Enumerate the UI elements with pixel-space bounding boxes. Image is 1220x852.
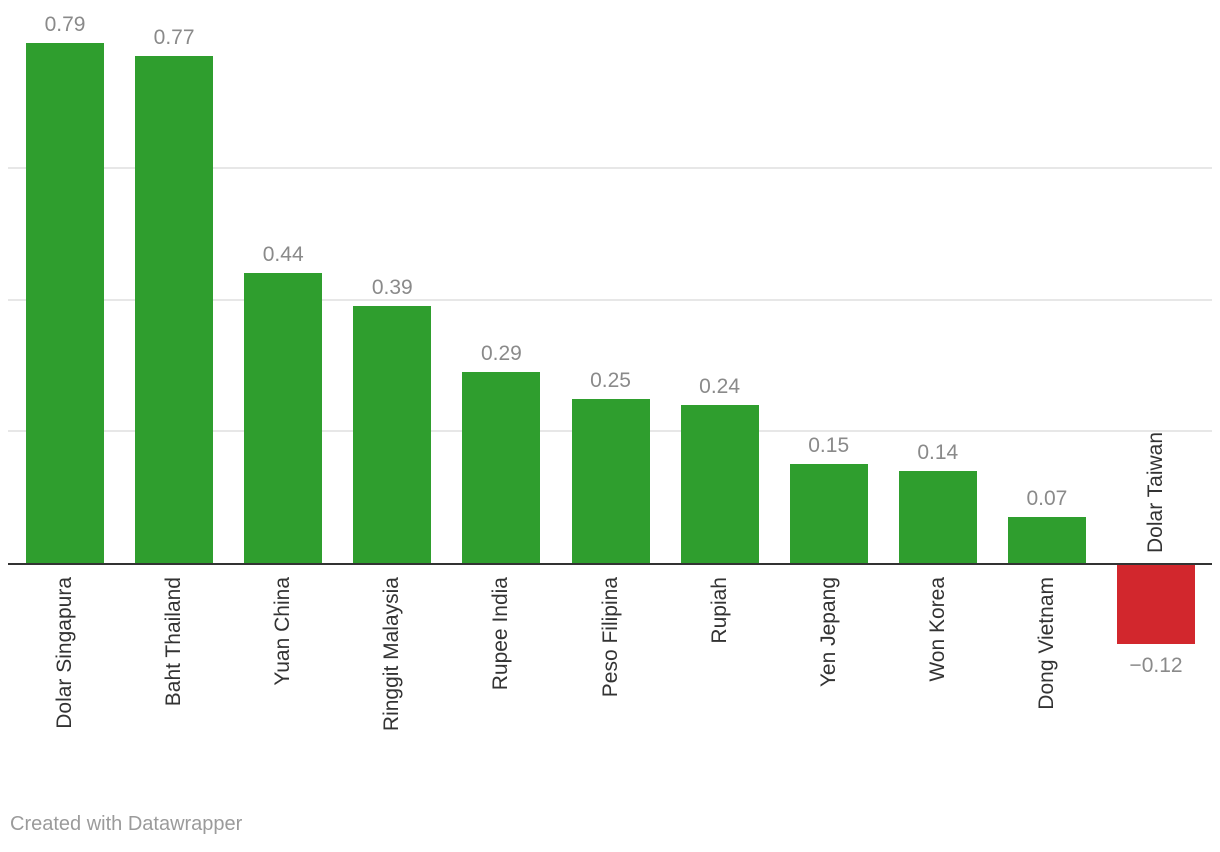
bar-rupiah[interactable] bbox=[681, 405, 759, 563]
bar-won-korea[interactable] bbox=[899, 471, 977, 563]
value-label-dolar-taiwan: −0.12 bbox=[1129, 654, 1183, 677]
value-label-dong-vietnam: 0.07 bbox=[1026, 487, 1068, 510]
bar-dong-vietnam[interactable] bbox=[1008, 517, 1086, 563]
bar-yen-jepang[interactable] bbox=[790, 464, 868, 563]
category-label-dolar-singapura: Dolar Singapura bbox=[53, 577, 76, 729]
category-label-yuan-china: Yuan China bbox=[271, 577, 294, 686]
category-label-baht-thailand: Baht Thailand bbox=[162, 577, 185, 707]
category-label-peso-filipina: Peso Filipina bbox=[599, 577, 622, 698]
bar-rupee-india[interactable] bbox=[462, 372, 540, 563]
category-label-ringgit-malaysia: Ringgit Malaysia bbox=[380, 577, 403, 732]
value-label-yuan-china: 0.44 bbox=[262, 243, 304, 266]
bar-ringgit-malaysia[interactable] bbox=[353, 306, 431, 563]
value-label-rupee-india: 0.29 bbox=[480, 342, 522, 365]
category-label-dong-vietnam: Dong Vietnam bbox=[1035, 577, 1058, 710]
gridline bbox=[8, 167, 1212, 170]
category-label-rupiah: Rupiah bbox=[708, 577, 731, 644]
column-chart: 0.79 Dolar Singapura 0.77 Baht Thailand 0.44… bbox=[8, 13, 1212, 732]
x-axis-line bbox=[8, 563, 1212, 565]
category-label-rupee-india: Rupee India bbox=[489, 577, 512, 691]
bar-dolar-singapura[interactable] bbox=[26, 43, 104, 563]
value-label-baht-thailand: 0.77 bbox=[153, 26, 195, 49]
bar-peso-filipina[interactable] bbox=[572, 399, 650, 564]
value-label-rupiah: 0.24 bbox=[699, 375, 741, 398]
bar-dolar-taiwan[interactable] bbox=[1117, 565, 1195, 644]
value-label-dolar-singapura: 0.79 bbox=[44, 13, 86, 36]
bar-baht-thailand[interactable] bbox=[135, 56, 213, 563]
category-label-dolar-taiwan: Dolar Taiwan bbox=[1144, 431, 1167, 553]
bar-yuan-china[interactable] bbox=[244, 273, 322, 563]
category-label-won-korea: Won Korea bbox=[926, 577, 949, 682]
datawrapper-credit-link[interactable]: Created with Datawrapper bbox=[10, 813, 243, 835]
value-label-won-korea: 0.14 bbox=[917, 441, 959, 464]
value-label-ringgit-malaysia: 0.39 bbox=[371, 276, 413, 299]
category-label-yen-jepang: Yen Jepang bbox=[817, 577, 840, 688]
value-label-yen-jepang: 0.15 bbox=[808, 434, 850, 457]
gridline bbox=[8, 298, 1212, 301]
value-label-peso-filipina: 0.25 bbox=[590, 369, 631, 392]
